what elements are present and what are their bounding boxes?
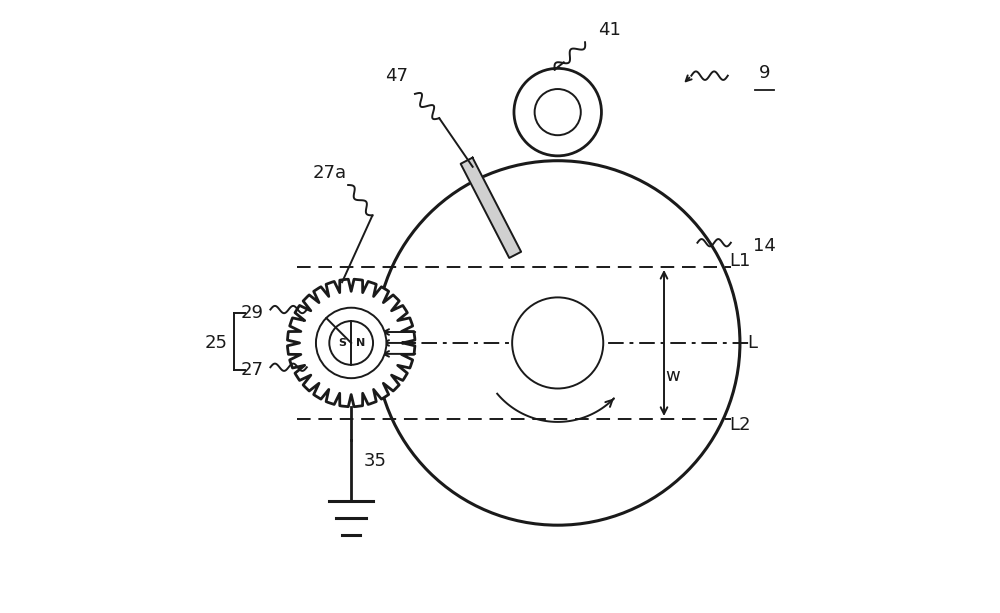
Text: 35: 35	[364, 452, 387, 470]
Circle shape	[512, 297, 603, 389]
Polygon shape	[461, 158, 521, 258]
Polygon shape	[287, 280, 415, 406]
Text: 25: 25	[204, 334, 227, 352]
Circle shape	[535, 89, 581, 135]
Circle shape	[514, 69, 601, 156]
Circle shape	[316, 308, 386, 378]
Text: 41: 41	[598, 21, 621, 39]
Text: 47: 47	[385, 67, 408, 85]
Text: L1: L1	[729, 252, 751, 270]
Text: N: N	[356, 338, 366, 348]
Circle shape	[329, 321, 373, 365]
Text: S: S	[338, 338, 346, 348]
Text: L2: L2	[729, 416, 751, 434]
Text: w: w	[666, 367, 680, 386]
Text: 29: 29	[241, 303, 264, 322]
Text: 27: 27	[241, 361, 264, 379]
Text: 9: 9	[758, 64, 770, 82]
Circle shape	[375, 161, 740, 525]
Text: 14: 14	[753, 237, 776, 255]
Text: L: L	[747, 334, 757, 352]
Text: 27a: 27a	[313, 164, 347, 182]
